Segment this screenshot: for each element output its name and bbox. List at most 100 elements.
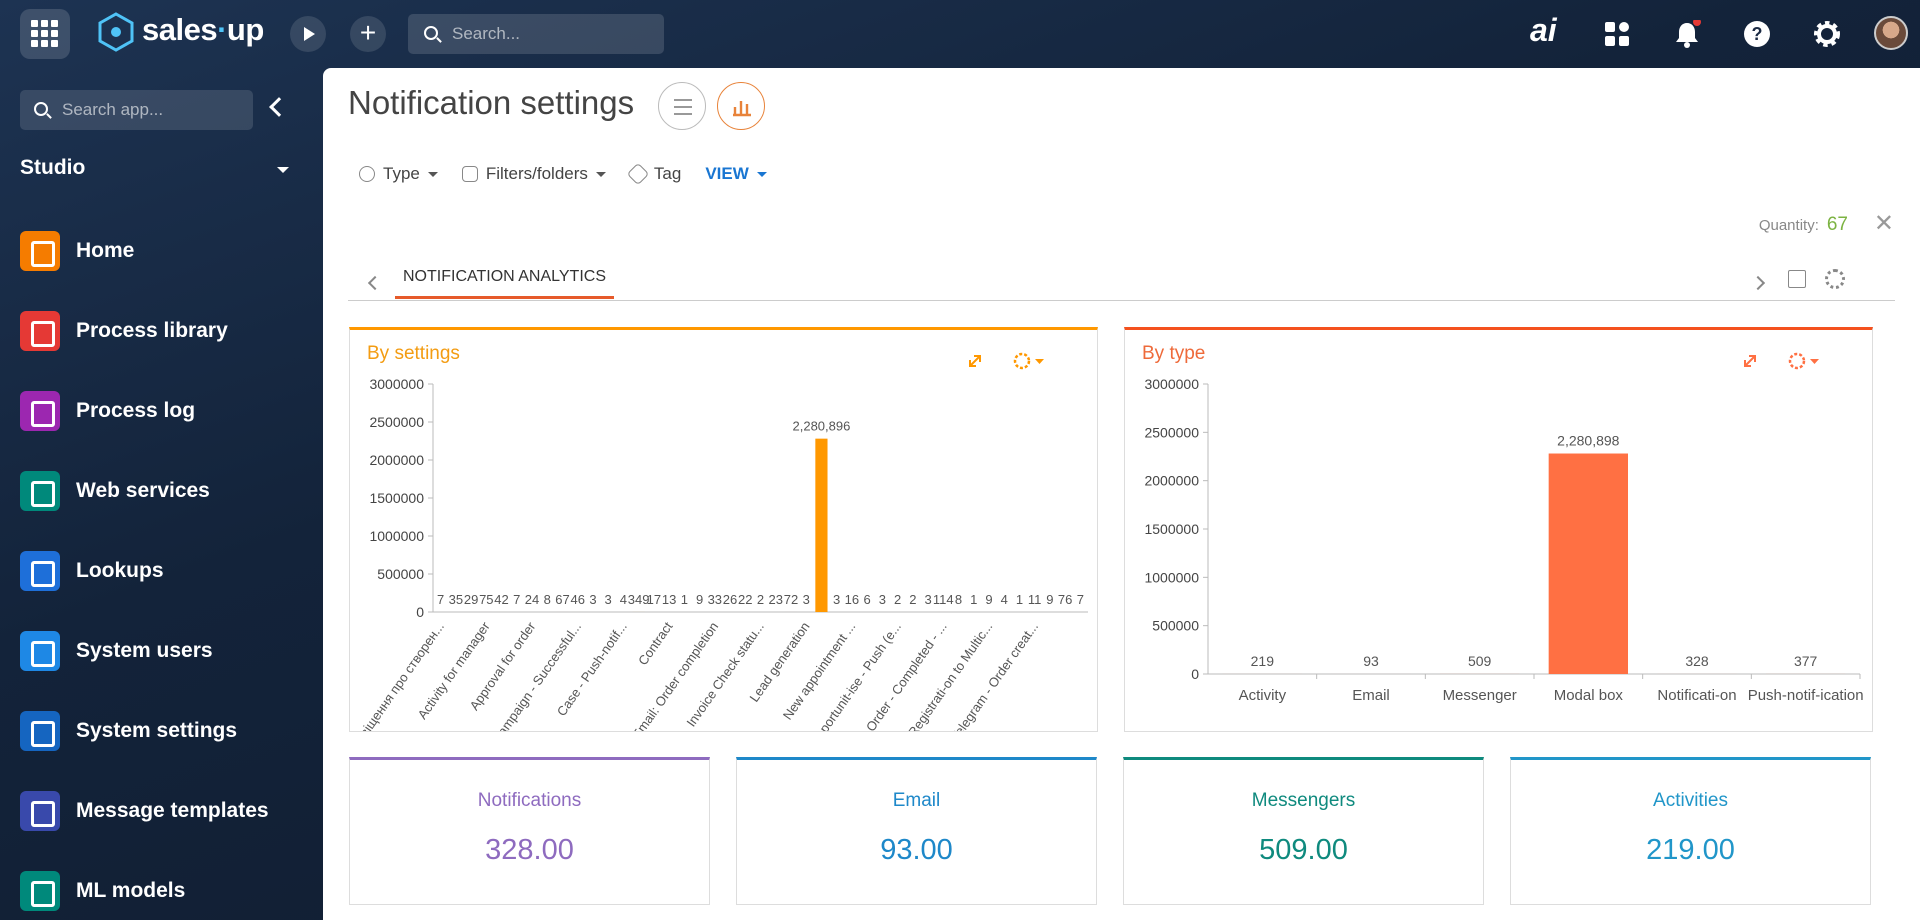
data-label: 35	[449, 592, 463, 607]
menu-item[interactable]: Message templates	[20, 791, 269, 831]
x-tick-label: Messenger	[1443, 687, 1517, 704]
filter-tag[interactable]: Tag	[626, 162, 681, 186]
data-label: 24	[525, 592, 539, 607]
menu-icon	[20, 231, 60, 271]
ai-button[interactable]: ai	[1530, 12, 1557, 48]
logo[interactable]: sales·up	[96, 12, 264, 52]
tab[interactable]: NOTIFICATION ANALYTICS	[395, 268, 614, 299]
widgets-button[interactable]	[1603, 20, 1631, 48]
list-view-button[interactable]	[658, 82, 706, 130]
run-button[interactable]	[290, 16, 326, 52]
apps-button[interactable]	[20, 9, 70, 59]
global-search[interactable]: Search...	[408, 14, 664, 54]
data-label: 3	[589, 592, 596, 607]
settings-caret	[1035, 359, 1044, 364]
dashboard-search[interactable]	[1788, 270, 1806, 288]
chart-title: By settings	[367, 343, 460, 364]
data-label: 3	[605, 592, 612, 607]
expand-icon[interactable]	[969, 355, 981, 367]
filter-type[interactable]: Type	[359, 164, 438, 184]
sidebar: Search app... Studio Home Process library…	[0, 68, 323, 920]
analytics-view-button[interactable]	[717, 82, 765, 130]
filter-label: Type	[383, 164, 420, 183]
kpi-tile: Activities 219.00	[1510, 757, 1871, 905]
data-label: 76	[1058, 592, 1072, 607]
menu-item[interactable]: Home	[20, 231, 134, 271]
menu-item[interactable]: Web services	[20, 471, 210, 511]
data-label: 9	[985, 592, 992, 607]
quantity-label: Quantity:	[1758, 217, 1819, 234]
x-tick-label: Сповіщення про створен...	[350, 619, 447, 732]
data-label: 377	[1794, 653, 1818, 669]
collapse-button[interactable]	[269, 97, 289, 117]
expand-icon[interactable]	[1744, 355, 1756, 367]
settings-button[interactable]	[1813, 20, 1841, 48]
data-label: 2	[757, 592, 764, 607]
search-placeholder: Search...	[452, 24, 521, 43]
tab-next[interactable]	[1750, 275, 1766, 291]
close-button[interactable]: ✕	[1873, 210, 1894, 237]
kpi-label: Notifications	[477, 790, 582, 811]
menu-item[interactable]: System users	[20, 631, 213, 671]
filter-folders[interactable]: Filters/folders	[461, 164, 606, 184]
kpi-value: 509.00	[1259, 834, 1348, 866]
notifications-button[interactable]	[1673, 20, 1701, 48]
quantity-value: 67	[1826, 214, 1848, 235]
kpi-tile: Email 93.00	[736, 757, 1097, 905]
data-label: 9	[1046, 592, 1053, 607]
menu-label: Process log	[76, 399, 196, 422]
content: Notification settings Type Filters/folde…	[323, 68, 1920, 920]
data-label: 11	[1028, 592, 1042, 607]
settings-icon[interactable]	[1788, 352, 1806, 370]
page-title: Notification settings	[348, 84, 635, 121]
data-label: 3	[924, 592, 931, 607]
chart: 0 500000 1000000 1500000 2000000 2500000 30000…	[1144, 352, 1864, 704]
menu-item[interactable]: Process library	[20, 311, 228, 351]
x-tick-label: Email: Order completion	[629, 619, 721, 732]
menu-item[interactable]: Process log	[20, 391, 195, 431]
filter-bar: Type Filters/folders Tag VIEW	[359, 162, 767, 186]
data-label: 7	[513, 592, 520, 607]
data-label: 42	[494, 592, 508, 607]
list-icon	[674, 99, 692, 115]
data-label: 4	[1001, 592, 1008, 607]
menu-icon	[20, 871, 60, 911]
data-label: 2,280,898	[1557, 433, 1619, 449]
menu-label: Web services	[76, 479, 210, 502]
y-tick-label: 2000000	[369, 452, 424, 468]
dashboard-settings[interactable]	[1825, 269, 1845, 289]
menu-icon	[20, 391, 60, 431]
logo-text: sales	[142, 12, 218, 48]
data-label: 1	[1016, 592, 1023, 607]
kpi-label: Messengers	[1251, 790, 1356, 811]
data-label: 93	[1363, 653, 1379, 669]
menu-item[interactable]: System settings	[20, 711, 237, 751]
menu-item[interactable]: Lookups	[20, 551, 164, 591]
menu-item[interactable]: ML models	[20, 871, 185, 911]
view-menu[interactable]: VIEW	[705, 164, 767, 184]
data-label: 6	[864, 592, 871, 607]
help-button[interactable]: ?	[1743, 20, 1771, 48]
logo-mark	[98, 12, 134, 52]
data-label: 46	[570, 592, 584, 607]
settings-icon[interactable]	[1013, 352, 1031, 370]
add-button[interactable]: +	[350, 16, 386, 52]
menu-icon	[20, 311, 60, 351]
y-tick-label: 1000000	[369, 528, 424, 544]
y-tick-label: 0	[1191, 666, 1199, 682]
app-search[interactable]: Search app...	[20, 90, 253, 130]
y-tick-label: 2000000	[1144, 473, 1199, 489]
data-label: 114	[933, 592, 954, 607]
menu-label: System settings	[76, 719, 238, 742]
data-label: 1	[970, 592, 977, 607]
section-caret[interactable]	[277, 167, 289, 179]
user-avatar[interactable]	[1874, 16, 1908, 50]
settings-caret	[1810, 359, 1819, 364]
data-label: 75	[479, 592, 493, 607]
svg-text:?: ?	[1752, 24, 1763, 44]
chart: 0 500000 1000000 1500000 2000000 2500000 30000…	[350, 352, 1088, 732]
x-tick-label: Invoice Check statu...	[683, 619, 767, 729]
tab-prev[interactable]	[367, 275, 383, 291]
section-title[interactable]: Studio	[20, 156, 86, 179]
